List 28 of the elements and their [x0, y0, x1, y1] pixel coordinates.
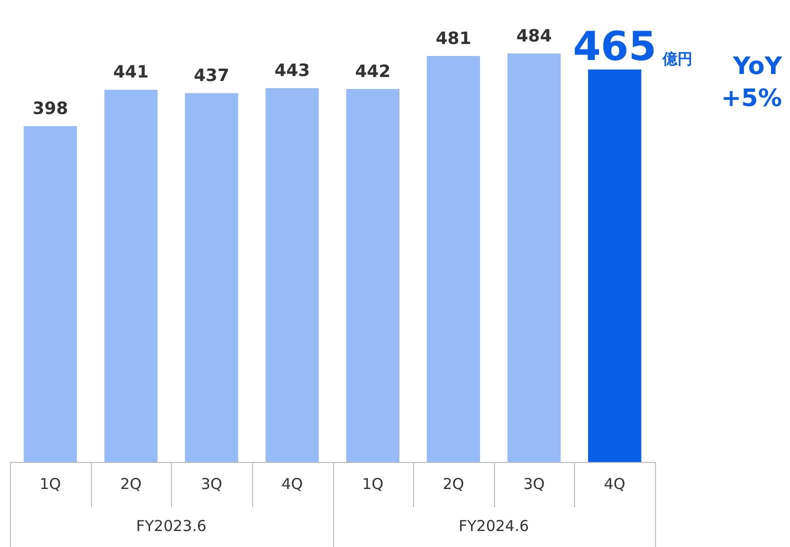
data-label: 465: [572, 24, 656, 70]
x-tick-label: 4Q: [604, 474, 626, 493]
text: FY2023.6: [136, 516, 206, 535]
data-label: 481: [436, 28, 472, 49]
x-tick-label: 3Q: [200, 474, 222, 493]
bar: [507, 54, 561, 462]
x-tick-label: 2Q: [120, 474, 142, 493]
text: 億円: [661, 50, 692, 68]
data-label: 437: [194, 66, 230, 86]
x-tick-label: 1Q: [40, 474, 61, 493]
bar: [266, 88, 319, 462]
text: YoY +5%: [721, 52, 783, 112]
x-tick-label: 2Q: [442, 474, 464, 493]
bar: [588, 70, 642, 462]
data-label: 484: [516, 26, 552, 46]
x-tick-label: 3Q: [523, 474, 545, 493]
x-tick-label: 1Q: [362, 474, 384, 493]
data-label: 443: [274, 61, 310, 82]
bar: [24, 126, 77, 462]
text: FY2024.6: [458, 516, 529, 535]
bar: [426, 56, 480, 462]
data-label: 442: [355, 62, 391, 82]
bar: [104, 90, 158, 462]
x-tick-label: 4Q: [282, 474, 303, 493]
bar: [184, 93, 238, 462]
data-label: 398: [32, 99, 68, 120]
bar: [346, 88, 400, 462]
data-label: 441: [113, 62, 149, 83]
